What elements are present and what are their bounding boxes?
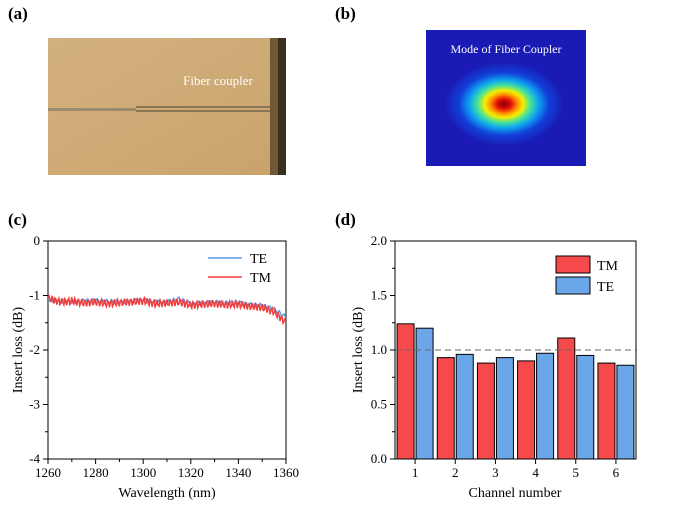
panel-c-label: (c) xyxy=(8,210,27,229)
chart-d-ylabel: Insert loss (dB) xyxy=(351,307,366,394)
chart-d-bar-te-ch5 xyxy=(576,354,595,460)
chart-d-legend-label-tm: TM xyxy=(597,259,619,274)
chart-d-bar-tm-ch6 xyxy=(597,362,616,460)
chart-c-xtick-label: 1360 xyxy=(273,465,299,480)
chart-d-bar-te-ch6 xyxy=(616,364,635,460)
coupler-taper-bottom xyxy=(136,110,271,112)
panel-d-label: (d) xyxy=(335,210,356,229)
chart-d-xtick-label: 1 xyxy=(412,465,419,480)
chart-c-xtick-label: 1280 xyxy=(83,465,109,480)
coupler-taper-top xyxy=(136,106,271,108)
chart-d-ytick-label: 0.0 xyxy=(371,451,387,466)
chart-d-xtick-label: 4 xyxy=(532,465,539,480)
chart-d-bar-te-ch1 xyxy=(415,327,434,460)
waveguide-input xyxy=(48,108,136,111)
mode-spot xyxy=(444,62,564,146)
chart-d-legend: TM TE xyxy=(555,255,619,295)
chart-c-ticks: 1260 1280 1300 1320 1340 1360 0 -1 -2 -3 -4 xyxy=(29,233,299,480)
chart-c-ylabel: Insert loss (dB) xyxy=(11,307,26,394)
chart-d-legend-swatch-tm xyxy=(555,255,591,274)
chart-d-xlabel: Channel number xyxy=(469,486,562,501)
chart-d-bar-te-ch2 xyxy=(455,353,474,460)
chart-c-ytick-label: -1 xyxy=(29,288,40,303)
chart-c: 1260 1280 1300 1320 1340 1360 0 -1 -2 -3 -4 Wavele… xyxy=(11,233,299,501)
chart-d-ytick-label: 2.0 xyxy=(371,233,387,248)
chart-c-xlabel: Wavelength (nm) xyxy=(118,486,216,501)
chart-d-bar-tm-ch1 xyxy=(396,323,415,460)
chart-d-bar-tm-ch5 xyxy=(557,337,576,460)
chart-d-ytick-label: 1.0 xyxy=(371,342,387,357)
panel-b-label: (b) xyxy=(335,4,356,23)
chart-d-ytick-label: 1.5 xyxy=(371,288,387,303)
chart-d-xtick-label: 3 xyxy=(492,465,499,480)
chart-c-lines xyxy=(48,294,286,326)
chart-c-legend-label-tm: TM xyxy=(250,271,272,286)
chart-d-bar-tm-ch2 xyxy=(436,357,455,460)
panel-b-mode-profile: Mode of Fiber Coupler xyxy=(426,30,586,166)
chart-c-ytick-label: -2 xyxy=(29,342,40,357)
chart-d-xtick-label: 5 xyxy=(573,465,580,480)
chart-d-bar-te-ch4 xyxy=(536,352,555,460)
chart-c-ytick-label: -3 xyxy=(29,397,40,412)
chart-c-series-te xyxy=(48,295,286,318)
chart-d-xtick-label: 6 xyxy=(613,465,620,480)
chart-c-series-tm xyxy=(48,294,286,326)
chart-d-bar-tm-ch4 xyxy=(517,360,536,460)
fiber-coupler-annotation: Fiber coupler xyxy=(183,73,253,88)
chart-d-bar-tm-ch3 xyxy=(476,362,495,460)
chart-d-legend-swatch-te xyxy=(555,276,591,295)
chart-d-ticks: 1 2 3 4 5 6 0.0 0.5 1.0 1.5 2.0 xyxy=(371,233,620,480)
chart-c-legend-label-te: TE xyxy=(250,252,267,267)
chart-d-legend-label-te: TE xyxy=(597,280,614,295)
mode-title: Mode of Fiber Coupler xyxy=(451,42,562,56)
chart-c-ytick-label: 0 xyxy=(34,233,41,248)
chart-c-xtick-label: 1300 xyxy=(130,465,156,480)
chart-c-xtick-label: 1340 xyxy=(225,465,251,480)
chart-d-bars xyxy=(396,323,635,460)
chart-d-ytick-label: 0.5 xyxy=(371,397,387,412)
chart-c-xtick-label: 1320 xyxy=(178,465,204,480)
chart-c-legend: TE TM xyxy=(208,252,272,286)
chart-d-xtick-label: 2 xyxy=(452,465,459,480)
chart-d: 1 2 3 4 5 6 0.0 0.5 1.0 1.5 2.0 Channel number Ins… xyxy=(351,233,637,501)
chip-edge xyxy=(270,38,278,175)
panel-a-label: (a) xyxy=(8,4,28,23)
chart-c-xtick-label: 1260 xyxy=(35,465,61,480)
chart-c-ytick-label: -4 xyxy=(29,451,40,466)
chart-d-bar-te-ch3 xyxy=(495,357,514,460)
chip-edge-dark xyxy=(278,38,286,175)
panel-a-micrograph: Fiber coupler xyxy=(48,38,286,175)
